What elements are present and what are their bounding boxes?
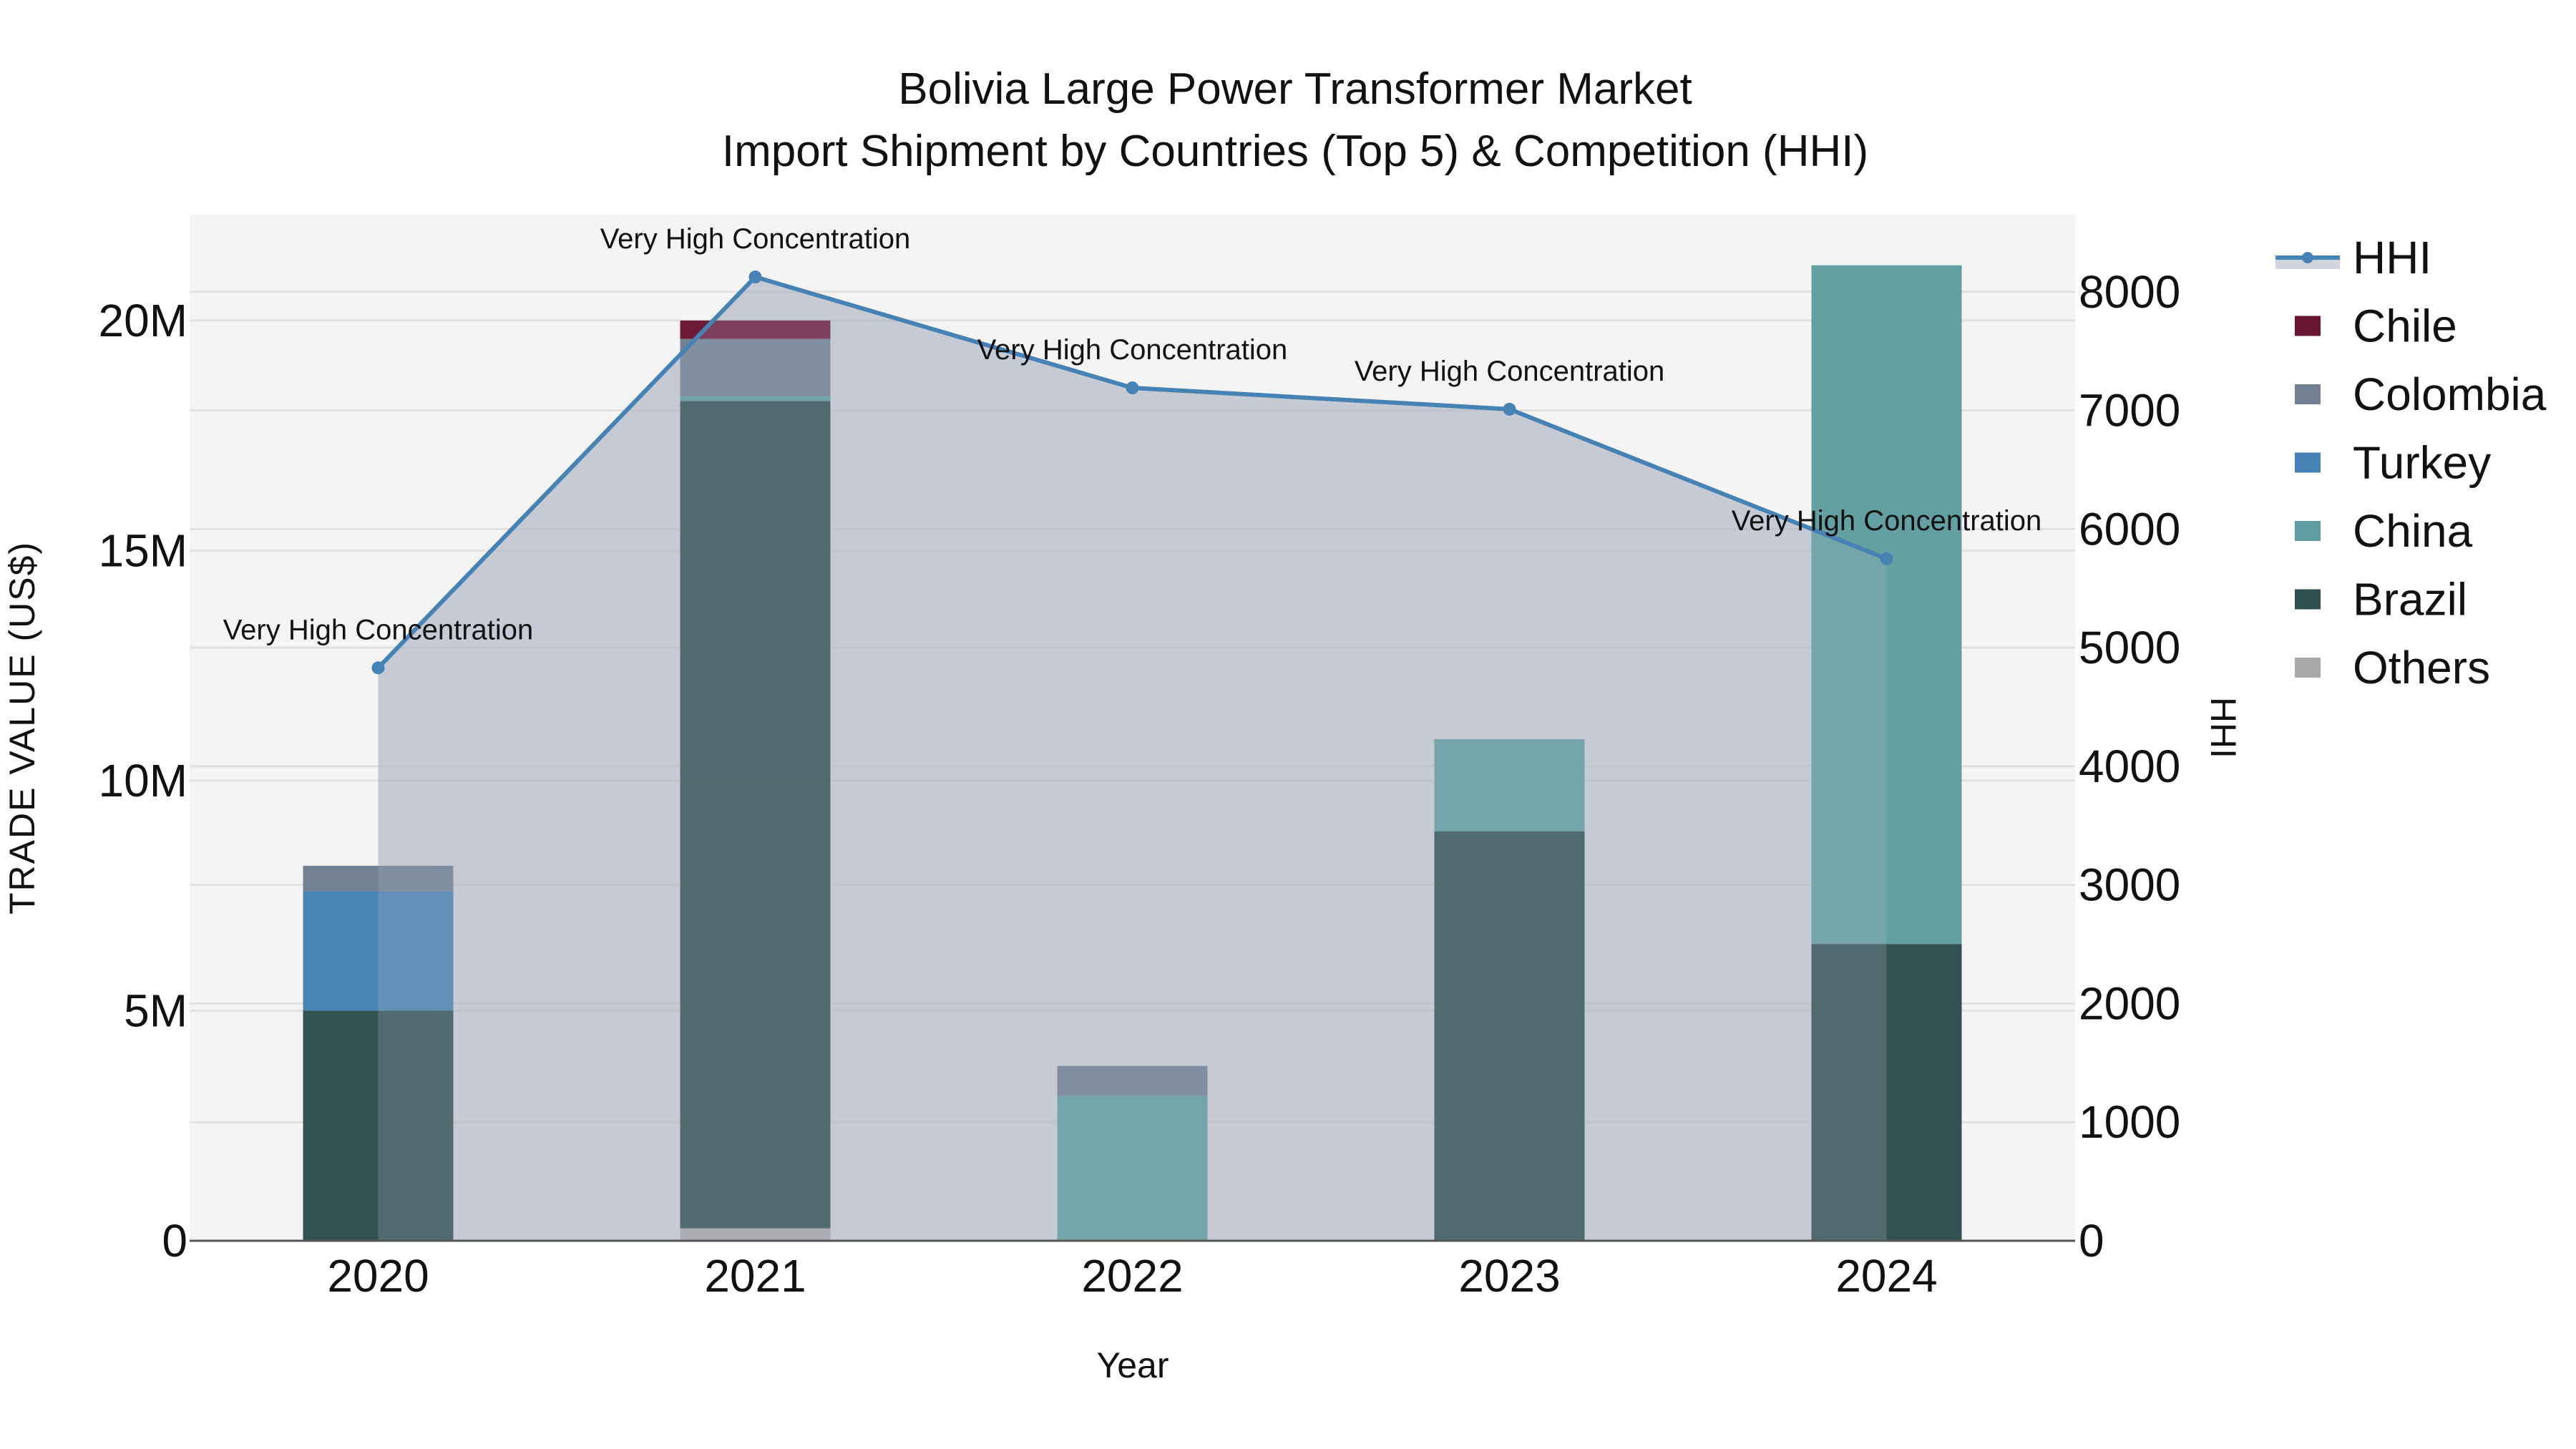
- y-tick-label: 5M: [124, 985, 187, 1036]
- legend-label: Colombia: [2353, 369, 2547, 420]
- bar-segment-china-2023: [1434, 739, 1585, 831]
- legend-label: Others: [2353, 642, 2490, 693]
- x-axis-title: Year: [1096, 1345, 1169, 1385]
- y-tick-label: 15M: [99, 525, 188, 576]
- y2-tick-label: 8000: [2079, 266, 2180, 318]
- y-tick-label: 0: [162, 1215, 187, 1267]
- hhi-line: [371, 270, 1893, 675]
- legend-label: HHI: [2353, 232, 2431, 283]
- bar-segment-brazil-2021: [680, 401, 831, 1229]
- bar-segment-others-2021: [680, 1228, 831, 1241]
- y-tick-label: 10M: [99, 755, 188, 806]
- hhi-annotations: Very High Concentration Very High Concent…: [223, 223, 2042, 645]
- y2-tick-label: 0: [2079, 1215, 2104, 1267]
- legend-item-china[interactable]: China: [2295, 505, 2473, 557]
- bar-segment-china-2024: [1811, 265, 1962, 945]
- bar-segment-colombia-2022: [1057, 1065, 1208, 1096]
- y2-tick-label: 7000: [2079, 385, 2180, 436]
- legend-item-others[interactable]: Others: [2295, 642, 2490, 693]
- hhi-legend-marker-icon: [2302, 252, 2313, 263]
- y2-tick-label: 3000: [2079, 859, 2180, 911]
- x-axis-ticks: 2020 2021 2022 2023 2024: [327, 1250, 1937, 1302]
- others-swatch-icon: [2295, 658, 2321, 678]
- hhi-marker[interactable]: [1126, 381, 1139, 395]
- legend-label: Chile: [2353, 301, 2457, 352]
- stacked-bars: [303, 265, 1962, 1241]
- x-tick-label: 2020: [327, 1250, 429, 1302]
- x-tick-label: 2023: [1458, 1250, 1560, 1302]
- y2-tick-label: 2000: [2079, 977, 2180, 1029]
- hhi-area-overlay: [378, 277, 1887, 1241]
- china-swatch-icon: [2295, 521, 2321, 541]
- legend-item-brazil[interactable]: Brazil: [2295, 574, 2467, 625]
- legend-label: Turkey: [2353, 437, 2491, 489]
- y2-axis-title: HHI: [2203, 697, 2243, 758]
- y-axis-ticks: 0 5M 10M 15M 20M: [99, 295, 188, 1267]
- legend-item-hhi[interactable]: HHI: [2275, 232, 2431, 283]
- chile-swatch-icon: [2295, 316, 2321, 336]
- hhi-annotation: Very High Concentration: [223, 614, 534, 645]
- bar-segment-china-2022: [1057, 1096, 1208, 1241]
- y-axis-title: TRADE VALUE (US$): [2, 541, 42, 914]
- legend-item-chile[interactable]: Chile: [2295, 301, 2457, 352]
- y2-tick-label: 4000: [2079, 741, 2180, 792]
- legend-item-turkey[interactable]: Turkey: [2295, 437, 2491, 489]
- legend-item-colombia[interactable]: Colombia: [2295, 369, 2547, 420]
- hhi-marker[interactable]: [748, 270, 762, 284]
- legend: HHI Chile Colombia Turkey China Brazil Others: [2275, 232, 2547, 693]
- y2-axis-ticks: 0 1000 2000 3000 4000 5000 6000 7000 8000: [2079, 266, 2180, 1267]
- x-tick-label: 2022: [1081, 1250, 1183, 1302]
- bar-segment-colombia-2021: [680, 338, 831, 397]
- legend-label: China: [2353, 505, 2473, 557]
- y-tick-label: 20M: [99, 295, 188, 346]
- hhi-marker[interactable]: [1880, 552, 1893, 565]
- bar-segment-turkey-2020: [303, 891, 454, 1011]
- hhi-annotation: Very High Concentration: [1732, 505, 2042, 537]
- bar-segment-brazil-2023: [1434, 831, 1585, 1241]
- bar-segment-brazil-2020: [303, 1010, 454, 1241]
- chart-subtitle: Import Shipment by Countries (Top 5) & C…: [722, 127, 1868, 176]
- hhi-annotation: Very High Concentration: [977, 334, 1288, 366]
- hhi-legend-fill-icon: [2275, 259, 2340, 269]
- brazil-swatch-icon: [2295, 589, 2321, 610]
- x-tick-label: 2024: [1835, 1250, 1937, 1302]
- x-tick-label: 2021: [704, 1250, 806, 1302]
- y2-tick-label: 1000: [2079, 1096, 2180, 1148]
- y2-tick-label: 6000: [2079, 503, 2180, 555]
- bar-segment-china-2021: [680, 396, 831, 401]
- hhi-annotation: Very High Concentration: [600, 223, 911, 255]
- bar-segment-brazil-2024: [1811, 944, 1962, 1241]
- turkey-swatch-icon: [2295, 452, 2321, 473]
- bar-segment-colombia-2020: [303, 865, 454, 892]
- hhi-annotation: Very High Concentration: [1355, 356, 1665, 387]
- hhi-marker[interactable]: [371, 661, 385, 675]
- colombia-swatch-icon: [2295, 384, 2321, 404]
- legend-label: Brazil: [2353, 574, 2467, 625]
- chart-title: Bolivia Large Power Transformer Market: [898, 64, 1692, 114]
- hhi-marker[interactable]: [1503, 402, 1516, 416]
- y2-tick-label: 5000: [2079, 622, 2180, 673]
